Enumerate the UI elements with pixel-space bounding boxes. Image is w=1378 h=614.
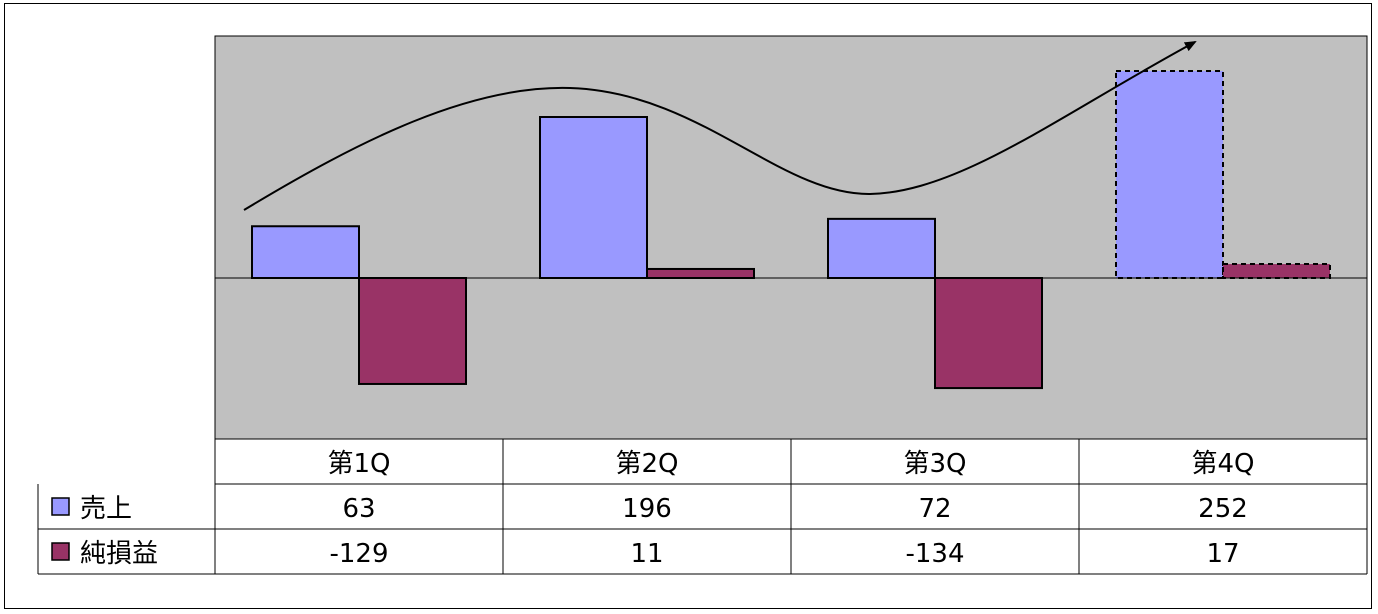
legend-label-2: 純損益	[80, 539, 158, 569]
data-label-2-2: 11	[630, 539, 663, 569]
bars-layer	[251, 70, 1331, 390]
bar-series-1-4	[1115, 70, 1224, 279]
category-label-3: 第3Q	[903, 449, 966, 479]
bar-series-1-2	[539, 116, 648, 279]
data-label-1-2: 196	[622, 494, 672, 524]
legend-swatch-2	[51, 542, 70, 561]
bar-series-2-4	[1222, 263, 1331, 279]
data-label-1-3: 72	[918, 494, 951, 524]
bar-series-1-1	[251, 225, 360, 279]
bar-series-1-3	[827, 217, 936, 280]
legend-swatch-1	[51, 497, 70, 516]
bar-series-2-1	[358, 277, 467, 385]
bar-series-2-2	[646, 267, 755, 280]
data-label-2-3: -134	[905, 539, 964, 569]
category-label-4: 第4Q	[1191, 449, 1254, 479]
legend-label-1: 売上	[80, 494, 132, 524]
data-label-2-4: 17	[1206, 539, 1239, 569]
data-table: 第1Q 第2Q 第3Q 第4Q 売上 63 196 72 252 純損益 -129 11 -134 17	[37, 439, 1368, 575]
bar-series-2-3	[934, 277, 1043, 390]
category-label-2: 第2Q	[615, 449, 678, 479]
trend-arrow	[243, 41, 1197, 211]
category-label-1: 第1Q	[327, 449, 390, 479]
data-label-1-1: 63	[342, 494, 375, 524]
data-label-1-4: 252	[1198, 494, 1248, 524]
data-label-2-1: -129	[329, 539, 388, 569]
